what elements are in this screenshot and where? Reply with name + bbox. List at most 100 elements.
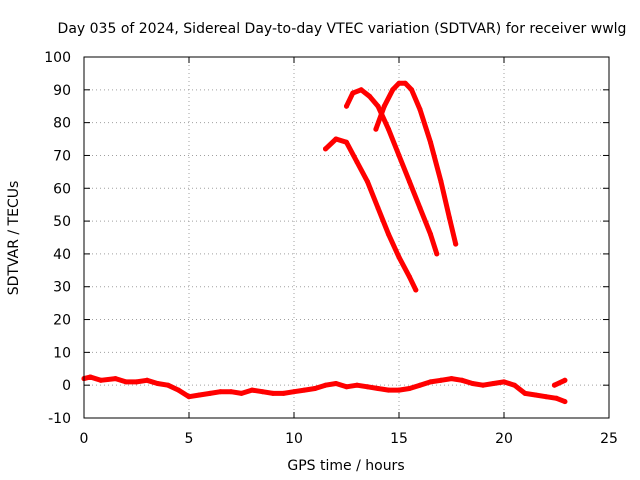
y-tick-label: 100 bbox=[44, 50, 71, 66]
data-point bbox=[386, 387, 391, 393]
y-tick-label: 40 bbox=[53, 247, 71, 263]
data-point bbox=[390, 87, 396, 93]
y-tick-label: 10 bbox=[53, 345, 71, 361]
data-point bbox=[407, 274, 412, 280]
y-tick-label: -10 bbox=[48, 411, 71, 427]
y-axis-label: SDTVAR / TECUs bbox=[6, 181, 22, 296]
data-point bbox=[386, 126, 391, 132]
data-point bbox=[491, 381, 496, 386]
data-point bbox=[134, 379, 139, 385]
series-arc-1 bbox=[323, 136, 419, 293]
data-point bbox=[396, 387, 402, 393]
data-point bbox=[396, 254, 402, 260]
data-point bbox=[551, 382, 557, 388]
plot-frame bbox=[83, 56, 610, 419]
data-point bbox=[354, 159, 360, 165]
data-point bbox=[207, 390, 213, 396]
data-point bbox=[239, 390, 244, 396]
data-point bbox=[323, 146, 328, 152]
data-point bbox=[123, 379, 129, 385]
x-tick-label: 25 bbox=[600, 431, 618, 447]
data-point bbox=[543, 394, 549, 400]
data-point bbox=[413, 287, 419, 293]
x-tick-label: 10 bbox=[285, 431, 303, 447]
data-point bbox=[428, 139, 433, 145]
data-point bbox=[459, 377, 465, 383]
data-point bbox=[98, 377, 104, 383]
data-point bbox=[562, 377, 568, 383]
data-point bbox=[281, 390, 286, 396]
data-point bbox=[333, 136, 339, 142]
data-point bbox=[155, 381, 160, 386]
data-point bbox=[291, 389, 297, 395]
data-point bbox=[375, 205, 381, 211]
axis-ticks bbox=[83, 56, 610, 419]
data-point bbox=[428, 231, 433, 237]
y-tick-label: 60 bbox=[53, 181, 71, 197]
data-point bbox=[402, 80, 408, 86]
data-point bbox=[375, 386, 381, 391]
data-point bbox=[228, 389, 234, 395]
data-point bbox=[350, 90, 356, 96]
data-point bbox=[373, 126, 379, 132]
data-point bbox=[438, 377, 444, 383]
data-point bbox=[354, 382, 360, 388]
grid-lines bbox=[84, 57, 609, 418]
data-point bbox=[176, 387, 181, 393]
data-point bbox=[87, 374, 93, 380]
data-point bbox=[358, 87, 364, 93]
data-point bbox=[428, 379, 433, 385]
data-point bbox=[453, 241, 459, 247]
data-point bbox=[197, 392, 202, 398]
data-point bbox=[344, 103, 349, 109]
data-point bbox=[407, 386, 412, 391]
data-point bbox=[417, 382, 423, 388]
data-point bbox=[396, 153, 402, 158]
data-point bbox=[333, 381, 339, 386]
data-point bbox=[218, 389, 223, 395]
data-point bbox=[312, 386, 318, 391]
data-point bbox=[144, 377, 150, 383]
data-point bbox=[270, 390, 276, 396]
data-point bbox=[344, 139, 349, 145]
data-point bbox=[186, 394, 192, 400]
data-point bbox=[381, 103, 387, 109]
data-point bbox=[407, 179, 412, 185]
y-tick-label: 80 bbox=[53, 116, 71, 132]
data-point bbox=[365, 384, 370, 390]
data-point bbox=[302, 387, 307, 393]
y-tick-label: 0 bbox=[62, 378, 71, 394]
data-point bbox=[417, 205, 423, 211]
data-point bbox=[323, 382, 328, 388]
data-point bbox=[365, 179, 370, 185]
data-point bbox=[165, 382, 171, 388]
y-tick-labels: -10 0 10 20 30 40 50 60 70 80 90 100 bbox=[44, 50, 71, 427]
y-tick-label: 50 bbox=[53, 214, 71, 230]
chart-title: Day 035 of 2024, Sidereal Day-to-day VTE… bbox=[58, 21, 627, 37]
data-point bbox=[470, 381, 475, 386]
x-tick-label: 5 bbox=[185, 431, 194, 447]
data-point bbox=[417, 107, 423, 112]
data-point bbox=[260, 389, 265, 395]
data-point bbox=[554, 395, 559, 401]
series-group bbox=[81, 80, 568, 405]
data-point bbox=[501, 379, 507, 385]
data-point bbox=[562, 399, 568, 405]
data-point bbox=[438, 179, 444, 185]
y-tick-label: 30 bbox=[53, 280, 71, 296]
x-tick-labels: 0 5 10 15 20 25 bbox=[80, 431, 618, 447]
data-point bbox=[344, 384, 349, 390]
y-tick-label: 20 bbox=[53, 313, 71, 329]
x-tick-label: 15 bbox=[390, 431, 408, 447]
x-tick-label: 0 bbox=[80, 431, 89, 447]
series-arc-3 bbox=[373, 80, 459, 247]
data-point bbox=[249, 387, 255, 393]
data-point bbox=[367, 93, 373, 99]
data-point bbox=[449, 376, 454, 382]
data-point bbox=[375, 103, 381, 109]
data-point bbox=[434, 251, 440, 257]
y-tick-label: 70 bbox=[53, 148, 71, 164]
y-tick-label: 90 bbox=[53, 83, 71, 99]
data-point bbox=[409, 87, 415, 93]
x-tick-label: 20 bbox=[495, 431, 513, 447]
